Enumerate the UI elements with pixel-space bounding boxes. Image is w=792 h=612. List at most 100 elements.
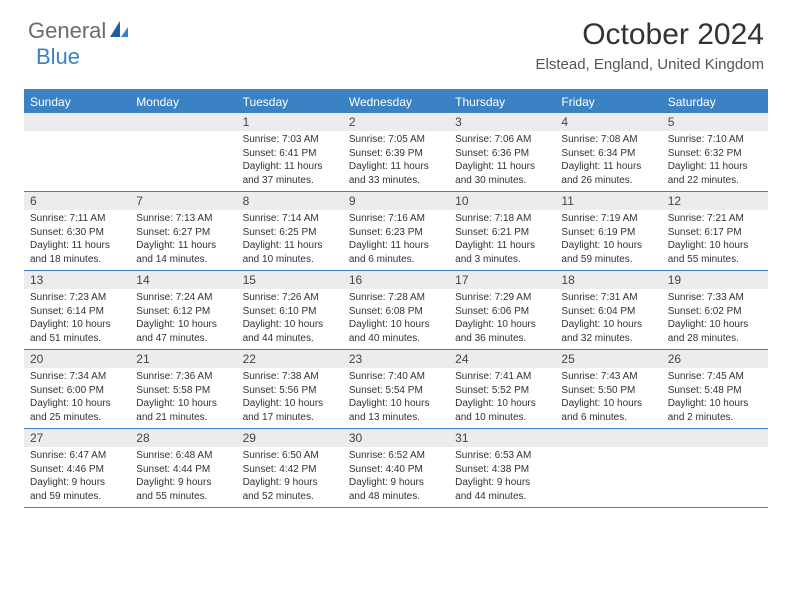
cell-body: Sunrise: 7:29 AMSunset: 6:06 PMDaylight:… xyxy=(449,289,555,349)
calendar-cell: 11Sunrise: 7:19 AMSunset: 6:19 PMDayligh… xyxy=(555,192,661,270)
day-number: 11 xyxy=(555,192,661,210)
sunset-line: Sunset: 5:56 PM xyxy=(243,384,337,398)
day-number: 23 xyxy=(343,350,449,368)
sunrise-line: Sunrise: 7:29 AM xyxy=(455,291,549,305)
calendar-cell: 6Sunrise: 7:11 AMSunset: 6:30 PMDaylight… xyxy=(24,192,130,270)
sunrise-line: Sunrise: 6:50 AM xyxy=(243,449,337,463)
week-row: 20Sunrise: 7:34 AMSunset: 6:00 PMDayligh… xyxy=(24,350,768,429)
week-row: 27Sunrise: 6:47 AMSunset: 4:46 PMDayligh… xyxy=(24,429,768,508)
daylight-line: Daylight: 11 hours and 37 minutes. xyxy=(243,160,337,187)
daylight-line: Daylight: 9 hours and 52 minutes. xyxy=(243,476,337,503)
sunrise-line: Sunrise: 7:38 AM xyxy=(243,370,337,384)
cell-body: Sunrise: 7:23 AMSunset: 6:14 PMDaylight:… xyxy=(24,289,130,349)
sunset-line: Sunset: 4:42 PM xyxy=(243,463,337,477)
daylight-line: Daylight: 10 hours and 25 minutes. xyxy=(30,397,124,424)
logo-text-blue: Blue xyxy=(36,44,80,70)
day-number: 26 xyxy=(662,350,768,368)
cell-body: Sunrise: 7:36 AMSunset: 5:58 PMDaylight:… xyxy=(130,368,236,428)
daylight-line: Daylight: 10 hours and 32 minutes. xyxy=(561,318,655,345)
cell-body: Sunrise: 7:03 AMSunset: 6:41 PMDaylight:… xyxy=(237,131,343,191)
sunrise-line: Sunrise: 7:16 AM xyxy=(349,212,443,226)
sunset-line: Sunset: 6:21 PM xyxy=(455,226,549,240)
cell-body: Sunrise: 7:45 AMSunset: 5:48 PMDaylight:… xyxy=(662,368,768,428)
sunrise-line: Sunrise: 7:43 AM xyxy=(561,370,655,384)
calendar-cell: 24Sunrise: 7:41 AMSunset: 5:52 PMDayligh… xyxy=(449,350,555,428)
cell-body: Sunrise: 7:43 AMSunset: 5:50 PMDaylight:… xyxy=(555,368,661,428)
sunset-line: Sunset: 6:02 PM xyxy=(668,305,762,319)
day-number xyxy=(24,113,130,131)
sunset-line: Sunset: 6:19 PM xyxy=(561,226,655,240)
location-label: Elstead, England, United Kingdom xyxy=(536,56,764,73)
day-header-saturday: Saturday xyxy=(662,91,768,113)
cell-body: Sunrise: 6:52 AMSunset: 4:40 PMDaylight:… xyxy=(343,447,449,507)
calendar-cell: 10Sunrise: 7:18 AMSunset: 6:21 PMDayligh… xyxy=(449,192,555,270)
day-header-monday: Monday xyxy=(130,91,236,113)
day-number: 2 xyxy=(343,113,449,131)
sunset-line: Sunset: 4:46 PM xyxy=(30,463,124,477)
calendar-cell: 13Sunrise: 7:23 AMSunset: 6:14 PMDayligh… xyxy=(24,271,130,349)
calendar-cell: 12Sunrise: 7:21 AMSunset: 6:17 PMDayligh… xyxy=(662,192,768,270)
sunset-line: Sunset: 5:52 PM xyxy=(455,384,549,398)
daylight-line: Daylight: 10 hours and 44 minutes. xyxy=(243,318,337,345)
sunrise-line: Sunrise: 6:53 AM xyxy=(455,449,549,463)
sunrise-line: Sunrise: 7:14 AM xyxy=(243,212,337,226)
daylight-line: Daylight: 11 hours and 10 minutes. xyxy=(243,239,337,266)
sunrise-line: Sunrise: 7:34 AM xyxy=(30,370,124,384)
cell-body: Sunrise: 7:08 AMSunset: 6:34 PMDaylight:… xyxy=(555,131,661,191)
cell-body: Sunrise: 6:48 AMSunset: 4:44 PMDaylight:… xyxy=(130,447,236,507)
cell-body: Sunrise: 7:40 AMSunset: 5:54 PMDaylight:… xyxy=(343,368,449,428)
calendar-cell xyxy=(662,429,768,507)
day-number: 24 xyxy=(449,350,555,368)
sunrise-line: Sunrise: 7:18 AM xyxy=(455,212,549,226)
sunrise-line: Sunrise: 7:28 AM xyxy=(349,291,443,305)
cell-body: Sunrise: 7:41 AMSunset: 5:52 PMDaylight:… xyxy=(449,368,555,428)
daylight-line: Daylight: 10 hours and 10 minutes. xyxy=(455,397,549,424)
cell-body: Sunrise: 7:19 AMSunset: 6:19 PMDaylight:… xyxy=(555,210,661,270)
week-row: 13Sunrise: 7:23 AMSunset: 6:14 PMDayligh… xyxy=(24,271,768,350)
sunrise-line: Sunrise: 7:08 AM xyxy=(561,133,655,147)
cell-body: Sunrise: 7:33 AMSunset: 6:02 PMDaylight:… xyxy=(662,289,768,349)
daylight-line: Daylight: 11 hours and 14 minutes. xyxy=(136,239,230,266)
sunset-line: Sunset: 4:40 PM xyxy=(349,463,443,477)
daylight-line: Daylight: 10 hours and 6 minutes. xyxy=(561,397,655,424)
sunset-line: Sunset: 6:00 PM xyxy=(30,384,124,398)
cell-body: Sunrise: 7:05 AMSunset: 6:39 PMDaylight:… xyxy=(343,131,449,191)
day-number: 1 xyxy=(237,113,343,131)
day-header-tuesday: Tuesday xyxy=(237,91,343,113)
sunrise-line: Sunrise: 7:26 AM xyxy=(243,291,337,305)
sunrise-line: Sunrise: 7:36 AM xyxy=(136,370,230,384)
sunset-line: Sunset: 6:36 PM xyxy=(455,147,549,161)
weeks-container: 1Sunrise: 7:03 AMSunset: 6:41 PMDaylight… xyxy=(24,113,768,508)
cell-body: Sunrise: 7:06 AMSunset: 6:36 PMDaylight:… xyxy=(449,131,555,191)
sunset-line: Sunset: 6:27 PM xyxy=(136,226,230,240)
sunrise-line: Sunrise: 7:23 AM xyxy=(30,291,124,305)
day-number: 9 xyxy=(343,192,449,210)
daylight-line: Daylight: 9 hours and 48 minutes. xyxy=(349,476,443,503)
daylight-line: Daylight: 9 hours and 44 minutes. xyxy=(455,476,549,503)
sunset-line: Sunset: 6:39 PM xyxy=(349,147,443,161)
sunrise-line: Sunrise: 7:05 AM xyxy=(349,133,443,147)
cell-body: Sunrise: 7:26 AMSunset: 6:10 PMDaylight:… xyxy=(237,289,343,349)
daylight-line: Daylight: 10 hours and 2 minutes. xyxy=(668,397,762,424)
daylight-line: Daylight: 11 hours and 33 minutes. xyxy=(349,160,443,187)
sunset-line: Sunset: 6:08 PM xyxy=(349,305,443,319)
day-number: 18 xyxy=(555,271,661,289)
sunset-line: Sunset: 6:25 PM xyxy=(243,226,337,240)
calendar-cell: 18Sunrise: 7:31 AMSunset: 6:04 PMDayligh… xyxy=(555,271,661,349)
sunset-line: Sunset: 6:06 PM xyxy=(455,305,549,319)
day-number: 25 xyxy=(555,350,661,368)
calendar-cell: 1Sunrise: 7:03 AMSunset: 6:41 PMDaylight… xyxy=(237,113,343,191)
sunrise-line: Sunrise: 7:13 AM xyxy=(136,212,230,226)
sunset-line: Sunset: 6:23 PM xyxy=(349,226,443,240)
day-header-sunday: Sunday xyxy=(24,91,130,113)
sunset-line: Sunset: 6:10 PM xyxy=(243,305,337,319)
sunset-line: Sunset: 5:58 PM xyxy=(136,384,230,398)
sunrise-line: Sunrise: 7:31 AM xyxy=(561,291,655,305)
cell-body: Sunrise: 7:28 AMSunset: 6:08 PMDaylight:… xyxy=(343,289,449,349)
day-number: 30 xyxy=(343,429,449,447)
day-header-wednesday: Wednesday xyxy=(343,91,449,113)
calendar-cell xyxy=(555,429,661,507)
daylight-line: Daylight: 10 hours and 59 minutes. xyxy=(561,239,655,266)
day-number: 31 xyxy=(449,429,555,447)
daylight-line: Daylight: 10 hours and 36 minutes. xyxy=(455,318,549,345)
